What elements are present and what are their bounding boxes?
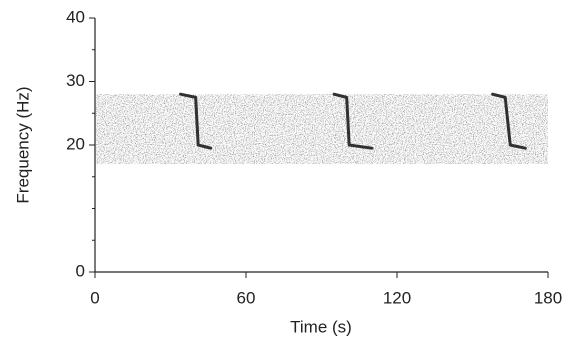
- y-tick-label: 40: [66, 7, 85, 26]
- noise-band: [96, 94, 548, 165]
- x-tick-label: 180: [534, 288, 562, 307]
- y-tick-label: 30: [66, 71, 85, 90]
- y-tick-label: 20: [66, 134, 85, 153]
- x-tick-label: 0: [90, 288, 99, 307]
- call: [179, 92, 213, 150]
- y-tick-label: 0: [76, 261, 85, 280]
- x-tick-label: 60: [237, 288, 256, 307]
- x-tick-label: 120: [383, 288, 411, 307]
- call: [491, 92, 527, 150]
- y-axis-label: Frequency (Hz): [13, 86, 32, 203]
- x-axis-label: Time (s): [290, 317, 352, 336]
- call: [332, 92, 374, 150]
